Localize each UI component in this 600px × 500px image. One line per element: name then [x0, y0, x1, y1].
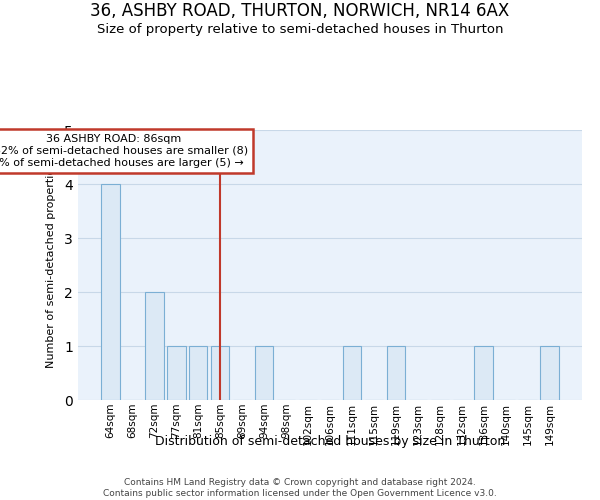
- Y-axis label: Number of semi-detached properties: Number of semi-detached properties: [46, 162, 56, 368]
- Bar: [167, 346, 185, 400]
- Bar: [386, 346, 405, 400]
- Bar: [211, 346, 229, 400]
- Text: Contains HM Land Registry data © Crown copyright and database right 2024.
Contai: Contains HM Land Registry data © Crown c…: [103, 478, 497, 498]
- Bar: [189, 346, 208, 400]
- Bar: [101, 184, 119, 400]
- Text: 36, ASHBY ROAD, THURTON, NORWICH, NR14 6AX: 36, ASHBY ROAD, THURTON, NORWICH, NR14 6…: [91, 2, 509, 21]
- Text: Size of property relative to semi-detached houses in Thurton: Size of property relative to semi-detach…: [97, 22, 503, 36]
- Text: 36 ASHBY ROAD: 86sqm
← 62% of semi-detached houses are smaller (8)
38% of semi-d: 36 ASHBY ROAD: 86sqm ← 62% of semi-detac…: [0, 134, 248, 168]
- Text: Distribution of semi-detached houses by size in Thurton: Distribution of semi-detached houses by …: [155, 435, 505, 448]
- Bar: [541, 346, 559, 400]
- Bar: [255, 346, 274, 400]
- Bar: [475, 346, 493, 400]
- Bar: [343, 346, 361, 400]
- Bar: [145, 292, 164, 400]
